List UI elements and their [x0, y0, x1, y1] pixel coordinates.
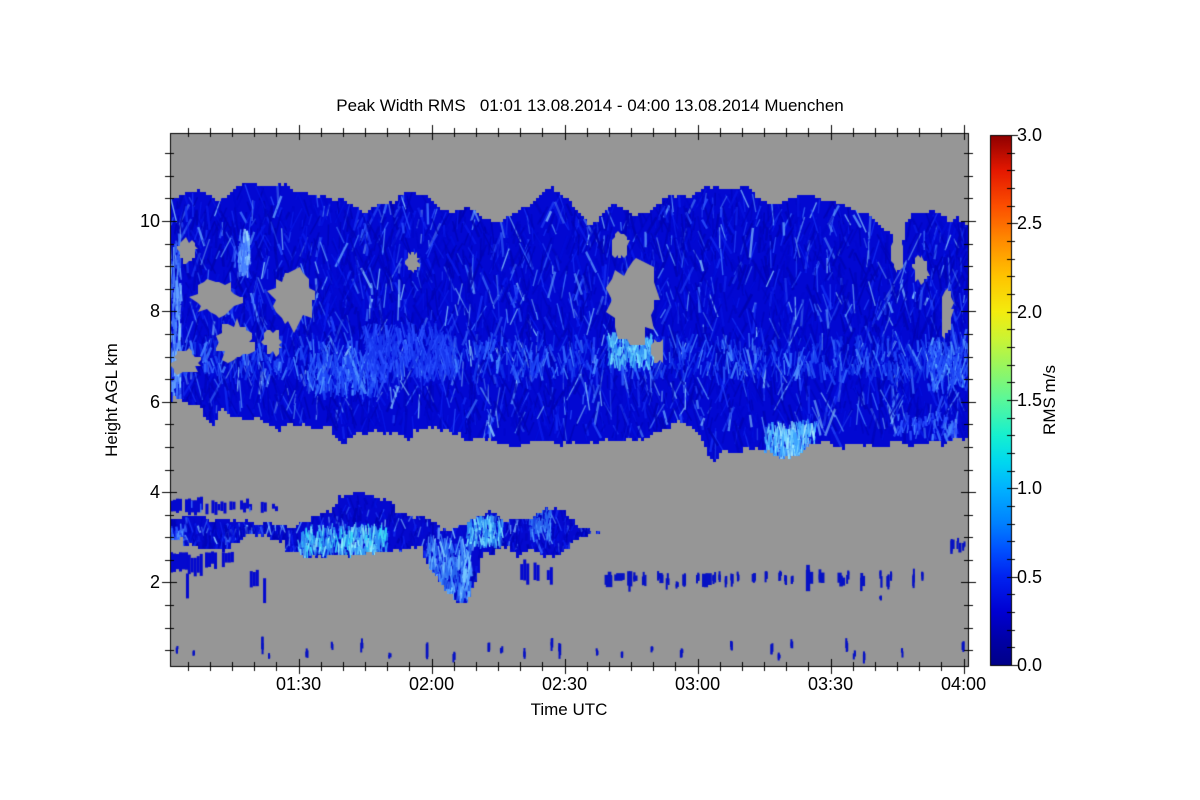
x-axis-label: Time UTC [530, 700, 608, 719]
x-tick-label-03:00: 03:00 [675, 674, 721, 694]
colorbar-tick-label-2.5: 2.5 [1017, 213, 1043, 234]
x-tick-label-02:30: 02:30 [542, 674, 588, 694]
chart-title: Peak Width RMS 01:01 13.08.2014 - 04:00 … [336, 96, 844, 115]
y-tick-label-6: 6 [149, 391, 160, 412]
colorbar-tick-label-2.0: 2.0 [1017, 301, 1043, 322]
y-tick-label-4: 4 [149, 482, 160, 503]
colorbar-tick-label-3.0: 3.0 [1017, 125, 1043, 145]
x-tick-label-04:00: 04:00 [941, 674, 987, 694]
y-tick-label-8: 8 [149, 301, 160, 322]
x-tick-label-01:30: 01:30 [276, 674, 322, 694]
y-tick-label-10: 10 [139, 211, 160, 232]
x-tick-label-02:00: 02:00 [409, 674, 455, 694]
colorbar-label: RMS m/s [1040, 365, 1059, 435]
colorbar-tick-label-1.5: 1.5 [1017, 390, 1043, 410]
colorbar-tick-label-0.0: 0.0 [1017, 655, 1043, 675]
y-axis-label: Height AGL km [102, 343, 121, 457]
colorbar-tick-label-1.0: 1.0 [1017, 478, 1043, 499]
x-tick-label-03:30: 03:30 [808, 674, 854, 694]
colorbar-tick-label-0.5: 0.5 [1017, 566, 1043, 587]
y-tick-label-2: 2 [149, 572, 160, 593]
